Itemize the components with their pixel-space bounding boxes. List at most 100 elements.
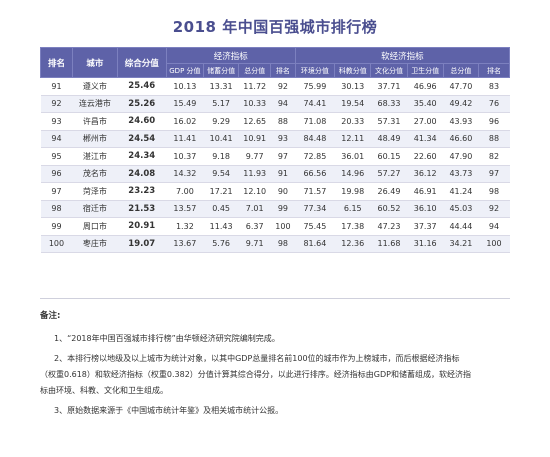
cell-health: 41.34 (407, 130, 444, 148)
cell-econ-rank: 100 (270, 217, 296, 236)
notes-heading: 备注: (40, 311, 61, 321)
cell-gdp: 15.49 (166, 95, 204, 113)
note-line: 标由环境、科教、文化和卫生组成。 (40, 386, 168, 395)
cell-health: 31.16 (407, 235, 444, 253)
header-composite: 综合分值 (116, 47, 167, 78)
cell-education: 36.01 (334, 147, 371, 166)
cell-gdp: 7.00 (166, 182, 204, 201)
cell-composite: 21.53 (117, 200, 167, 218)
cell-city: 连云港市 (72, 95, 118, 113)
cell-soft-rank: 96 (478, 112, 510, 131)
note-line: 1、“2018年中国百强城市排行榜”由华顿经济研究院编制完成。 (54, 334, 280, 343)
cell-econ-total: 11.72 (238, 77, 271, 96)
cell-econ-total: 10.91 (238, 130, 271, 148)
cell-environment: 75.99 (295, 77, 335, 96)
header-econ-total: 总分值 (238, 63, 272, 78)
cell-gdp: 16.02 (166, 112, 204, 131)
cell-rank: 98 (40, 200, 73, 218)
note-line: （权重0.618）和软经济指标（权重0.382）分值计算其综合得分，以此进行排序… (40, 370, 471, 379)
cell-savings: 9.18 (203, 147, 239, 166)
note-line: 2、本排行榜以地级及以上城市为统计对象，以其中GDP总量排名前100位的城市作为… (54, 354, 460, 363)
cell-culture: 60.52 (370, 200, 408, 218)
header-soft-group: 软经济指标 (294, 47, 511, 64)
header-education: 科教分值 (334, 63, 372, 78)
cell-soft-rank: 98 (478, 182, 510, 201)
cell-gdp: 14.32 (166, 165, 204, 183)
cell-savings: 5.76 (203, 235, 239, 253)
cell-city: 周口市 (72, 217, 118, 236)
table-row: 97 菏泽市 23.23 7.00 17.21 12.10 90 71.57 19.98 26.4… (40, 182, 510, 201)
cell-econ-rank: 93 (270, 130, 296, 148)
cell-econ-total: 12.10 (238, 182, 271, 201)
cell-environment: 77.34 (295, 200, 335, 218)
cell-soft-total: 44.44 (443, 217, 479, 236)
cell-culture: 68.33 (370, 95, 408, 113)
cell-savings: 5.17 (203, 95, 239, 113)
cell-soft-total: 45.03 (443, 200, 479, 218)
cell-education: 17.38 (334, 217, 371, 236)
cell-composite: 19.07 (117, 235, 167, 253)
cell-education: 12.11 (334, 130, 371, 148)
table-row: 95 湛江市 24.34 10.37 9.18 9.77 97 72.85 36.01 60.15… (40, 147, 510, 166)
header-culture: 文化分值 (370, 63, 408, 78)
cell-education: 12.36 (334, 235, 371, 253)
cell-rank: 93 (40, 112, 73, 131)
cell-econ-rank: 99 (270, 200, 296, 218)
cell-soft-rank: 94 (478, 217, 510, 236)
cell-soft-rank: 82 (478, 147, 510, 166)
cell-education: 30.13 (334, 77, 371, 96)
cell-savings: 17.21 (203, 182, 239, 201)
page-title: 2018 年中国百强城市排行榜 (172, 18, 378, 36)
cell-composite: 20.91 (117, 217, 167, 236)
table-row: 96 茂名市 24.08 14.32 9.54 11.93 91 66.56 14.96 57.2… (40, 165, 510, 183)
cell-soft-rank: 88 (478, 130, 510, 148)
cell-rank: 100 (40, 235, 73, 253)
cell-savings: 9.29 (203, 112, 239, 131)
table-row: 92 连云港市 25.26 15.49 5.17 10.33 94 74.41 19.54 68.… (40, 95, 510, 113)
cell-rank: 94 (40, 130, 73, 148)
note-line: 3、原始数据来源于《中国城市统计年鉴》及相关城市统计公报。 (54, 406, 284, 415)
cell-education: 20.33 (334, 112, 371, 131)
cell-rank: 91 (40, 77, 73, 96)
cell-composite: 25.26 (117, 95, 167, 113)
cell-econ-rank: 92 (270, 77, 296, 96)
cell-soft-rank: 76 (478, 95, 510, 113)
header-rank: 排名 (40, 47, 73, 78)
cell-savings: 9.54 (203, 165, 239, 183)
cell-savings: 10.41 (203, 130, 239, 148)
cell-health: 35.40 (407, 95, 444, 113)
cell-environment: 66.56 (295, 165, 335, 183)
cell-city: 茂名市 (72, 165, 118, 183)
cell-soft-total: 47.70 (443, 77, 479, 96)
cell-health: 46.91 (407, 182, 444, 201)
cell-soft-total: 47.90 (443, 147, 479, 166)
cell-rank: 95 (40, 147, 73, 166)
cell-composite: 24.08 (117, 165, 167, 183)
cell-gdp: 10.37 (166, 147, 204, 166)
header-environment: 环境分值 (294, 63, 336, 78)
cell-soft-rank: 83 (478, 77, 510, 96)
cell-econ-rank: 98 (270, 235, 296, 253)
cell-savings: 13.31 (203, 77, 239, 96)
cell-soft-total: 41.24 (443, 182, 479, 201)
cell-environment: 84.48 (295, 130, 335, 148)
header-soft-total: 总分值 (442, 63, 479, 78)
cell-health: 37.37 (407, 217, 444, 236)
cell-culture: 47.23 (370, 217, 408, 236)
cell-soft-rank: 92 (478, 200, 510, 218)
cell-econ-total: 9.71 (238, 235, 271, 253)
cell-composite: 24.60 (117, 112, 167, 131)
cell-soft-total: 43.73 (443, 165, 479, 183)
cell-rank: 99 (40, 217, 73, 236)
cell-composite: 24.54 (117, 130, 167, 148)
header-econ-rank: 排名 (270, 63, 296, 78)
cell-health: 27.00 (407, 112, 444, 131)
cell-savings: 0.45 (203, 200, 239, 218)
table-row: 99 周口市 20.91 1.32 11.43 6.37 100 75.45 17.38 47.2… (40, 217, 510, 236)
cell-composite: 24.34 (117, 147, 167, 166)
cell-health: 22.60 (407, 147, 444, 166)
cell-environment: 74.41 (295, 95, 335, 113)
cell-environment: 71.57 (295, 182, 335, 201)
cell-econ-total: 7.01 (238, 200, 271, 218)
